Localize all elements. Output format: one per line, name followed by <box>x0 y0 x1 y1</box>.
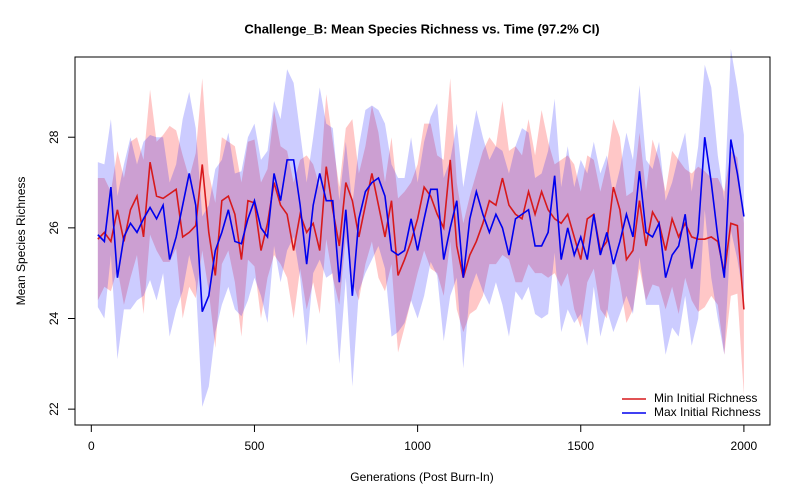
x-axis-label: Generations (Post Burn-In) <box>350 470 493 484</box>
plot-frame <box>74 56 771 426</box>
x-tick-label: 1000 <box>404 439 431 453</box>
x-tick-label: 2000 <box>731 439 758 453</box>
y-tick-label: 22 <box>47 402 61 416</box>
y-tick-label: 26 <box>47 221 61 235</box>
ci-band <box>97 48 744 407</box>
y-tick-label: 24 <box>47 312 61 326</box>
y-tick-label: 28 <box>47 130 61 144</box>
series-line <box>97 137 745 313</box>
y-axis-label: Mean Species Richness <box>14 177 28 306</box>
legend-label: Min Initial Richness <box>654 391 757 405</box>
legend-label: Max Initial Richness <box>654 405 761 419</box>
x-tick-label: 1500 <box>567 439 594 453</box>
x-tick-label: 500 <box>244 439 264 453</box>
x-tick-label: 0 <box>88 439 95 453</box>
plot-area <box>97 48 745 407</box>
chart-title: Challenge_B: Mean Species Richness vs. T… <box>244 21 599 36</box>
series-line <box>97 159 745 310</box>
